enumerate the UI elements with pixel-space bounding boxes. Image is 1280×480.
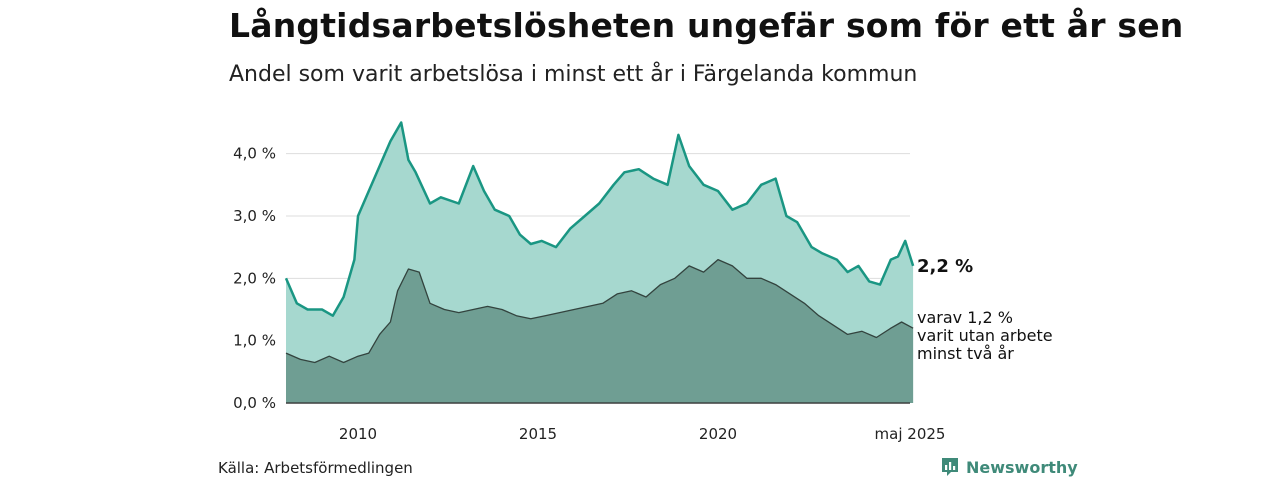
lower-end-label: varav 1,2 % (917, 308, 1013, 327)
x-end-label: maj 2025 (875, 425, 946, 443)
y-tick-label: 1,0 % (233, 332, 276, 350)
y-tick-label: 4,0 % (233, 145, 276, 163)
brand-logo: Newsworthy (940, 456, 1078, 478)
lower-end-label: minst två år (917, 344, 1014, 363)
y-tick-label: 0,0 % (233, 394, 276, 412)
x-tick-label: 2010 (339, 425, 377, 443)
x-tick-label: 2015 (519, 425, 557, 443)
chart-subtitle: Andel som varit arbetslösa i minst ett å… (229, 62, 918, 87)
upper-line (284, 121, 915, 317)
chart-title: Långtidsarbetslösheten ungefär som för e… (229, 6, 1184, 45)
lower-line (285, 258, 914, 364)
source-note: Källa: Arbetsförmedlingen (218, 459, 413, 477)
lower-area (286, 259, 914, 403)
brand-name: Newsworthy (966, 457, 1078, 477)
y-tick-label: 2,0 % (233, 269, 276, 287)
newsworthy-icon (942, 458, 958, 476)
upper-end-label: 2,2 % (917, 256, 973, 277)
lower-end-label: varit utan arbete (917, 326, 1053, 345)
x-tick-label: 2020 (699, 425, 737, 443)
y-tick-label: 3,0 % (233, 207, 276, 225)
